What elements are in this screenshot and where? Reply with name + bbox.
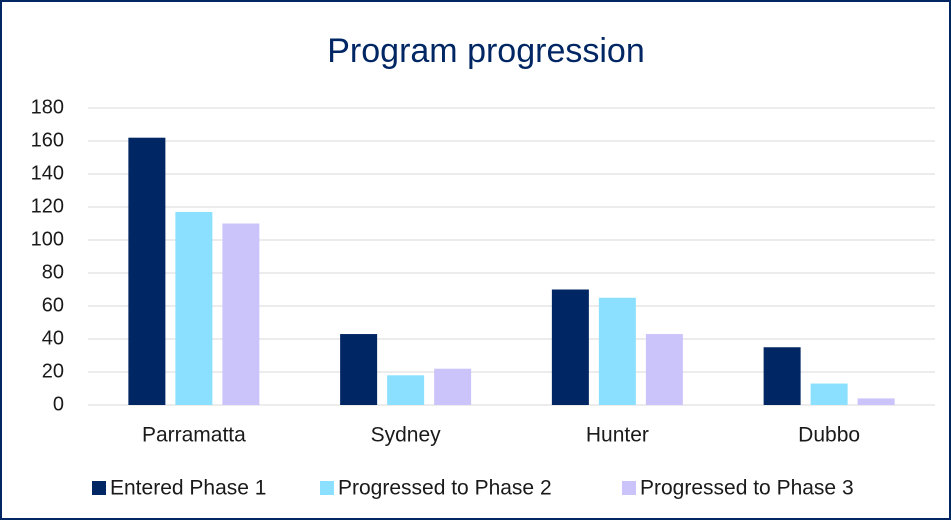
x-tick-label: Dubbo [798,424,860,447]
legend-swatch [622,481,636,495]
bar [810,383,848,405]
bar [340,334,378,405]
y-tick-label: 80 [42,261,64,283]
x-tick-label: Hunter [586,424,649,447]
y-tick-label: 100 [31,228,64,250]
y-tick-label: 140 [31,162,64,184]
legend-label: Entered Phase 1 [110,477,266,500]
legend-label: Progressed to Phase 2 [338,477,552,500]
x-tick-label: Parramatta [142,424,246,447]
bar [222,223,260,405]
y-tick-label: 160 [31,129,64,151]
y-tick-label: 20 [42,360,64,382]
y-tick-label: 40 [42,327,64,349]
legend-swatch [320,481,334,495]
y-tick-label: 60 [42,294,64,316]
chart-title: Program progression [327,32,644,70]
legend-swatch [92,481,106,495]
bar [763,347,801,405]
bar [387,375,425,405]
bar [175,211,213,405]
bar [645,334,683,405]
y-tick-label: 180 [31,96,64,118]
bar [128,137,166,405]
y-tick-label: 0 [53,393,64,415]
y-tick-label: 120 [31,195,64,217]
bar [857,398,895,405]
bar [551,289,589,405]
bar [598,297,636,405]
bar [434,368,472,405]
x-tick-label: Sydney [371,424,442,447]
legend-label: Progressed to Phase 3 [640,477,854,500]
